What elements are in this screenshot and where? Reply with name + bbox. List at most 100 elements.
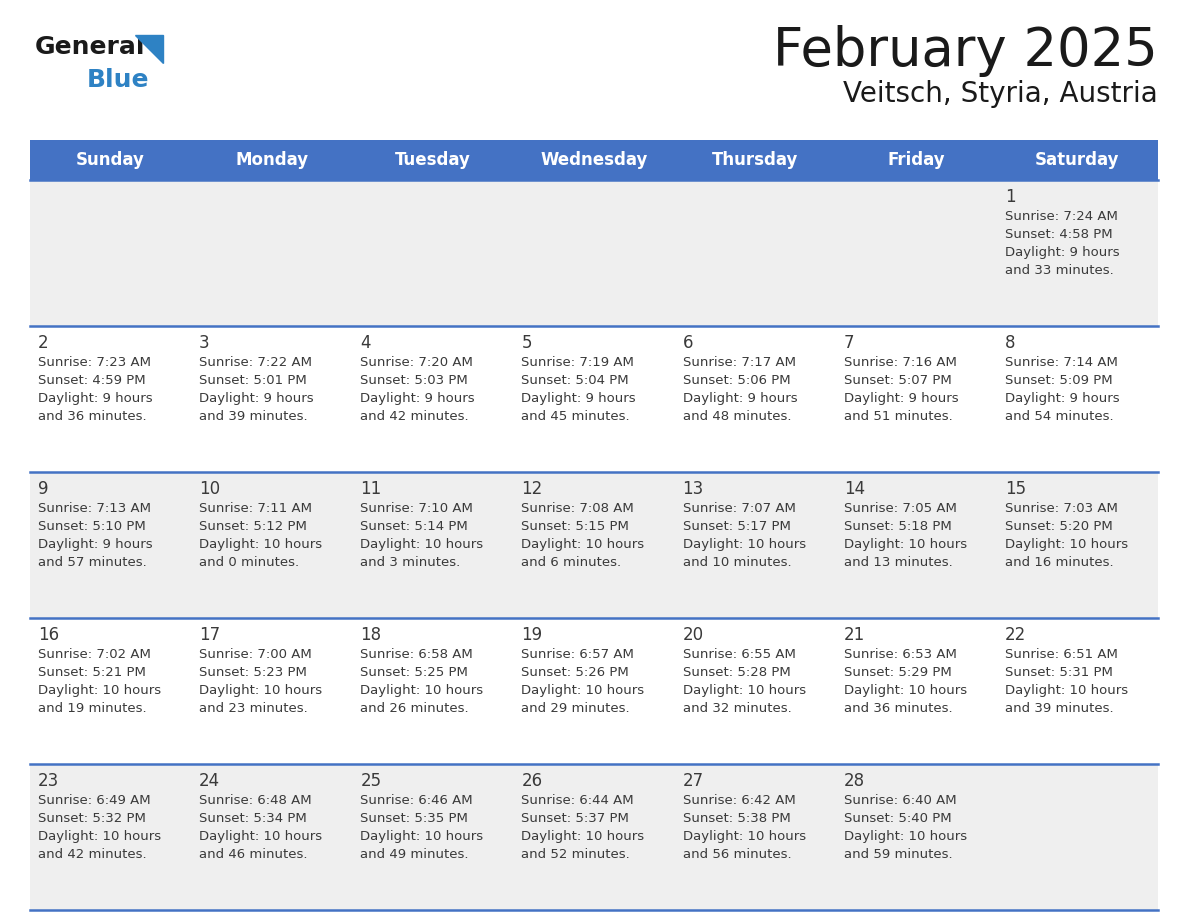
- Text: Daylight: 10 hours: Daylight: 10 hours: [843, 830, 967, 843]
- Text: Daylight: 9 hours: Daylight: 9 hours: [843, 392, 959, 405]
- Text: 10: 10: [200, 480, 220, 498]
- Text: and 54 minutes.: and 54 minutes.: [1005, 410, 1113, 423]
- Text: Daylight: 10 hours: Daylight: 10 hours: [1005, 684, 1127, 697]
- Text: Sunday: Sunday: [76, 151, 145, 169]
- Text: Friday: Friday: [887, 151, 946, 169]
- Text: 7: 7: [843, 334, 854, 352]
- Text: 22: 22: [1005, 626, 1026, 644]
- Bar: [30, 472, 1158, 618]
- Text: Daylight: 10 hours: Daylight: 10 hours: [360, 830, 484, 843]
- Text: Sunset: 5:37 PM: Sunset: 5:37 PM: [522, 812, 630, 825]
- Text: 20: 20: [683, 626, 703, 644]
- Text: and 49 minutes.: and 49 minutes.: [360, 848, 469, 861]
- Text: 1: 1: [1005, 188, 1016, 206]
- Text: and 29 minutes.: and 29 minutes.: [522, 702, 630, 715]
- Text: Veitsch, Styria, Austria: Veitsch, Styria, Austria: [843, 80, 1158, 108]
- Text: Sunset: 5:31 PM: Sunset: 5:31 PM: [1005, 666, 1113, 679]
- Bar: [30, 180, 1158, 326]
- Text: Sunrise: 7:03 AM: Sunrise: 7:03 AM: [1005, 502, 1118, 515]
- Text: Daylight: 10 hours: Daylight: 10 hours: [843, 538, 967, 551]
- Text: Sunrise: 7:22 AM: Sunrise: 7:22 AM: [200, 356, 312, 369]
- Text: and 36 minutes.: and 36 minutes.: [38, 410, 146, 423]
- Text: Sunrise: 7:02 AM: Sunrise: 7:02 AM: [38, 648, 151, 661]
- Text: 18: 18: [360, 626, 381, 644]
- Text: and 6 minutes.: and 6 minutes.: [522, 556, 621, 569]
- Text: Sunset: 5:07 PM: Sunset: 5:07 PM: [843, 374, 952, 387]
- Text: and 10 minutes.: and 10 minutes.: [683, 556, 791, 569]
- Text: Sunrise: 6:51 AM: Sunrise: 6:51 AM: [1005, 648, 1118, 661]
- Text: Daylight: 10 hours: Daylight: 10 hours: [683, 830, 805, 843]
- Text: Daylight: 10 hours: Daylight: 10 hours: [843, 684, 967, 697]
- Text: 13: 13: [683, 480, 703, 498]
- Text: 6: 6: [683, 334, 693, 352]
- Text: Sunrise: 6:53 AM: Sunrise: 6:53 AM: [843, 648, 956, 661]
- Text: Daylight: 10 hours: Daylight: 10 hours: [200, 830, 322, 843]
- Text: and 39 minutes.: and 39 minutes.: [200, 410, 308, 423]
- Text: Sunset: 4:59 PM: Sunset: 4:59 PM: [38, 374, 146, 387]
- Text: Sunrise: 6:55 AM: Sunrise: 6:55 AM: [683, 648, 796, 661]
- Text: Sunrise: 7:11 AM: Sunrise: 7:11 AM: [200, 502, 312, 515]
- Text: Daylight: 10 hours: Daylight: 10 hours: [522, 538, 645, 551]
- Text: Sunrise: 7:14 AM: Sunrise: 7:14 AM: [1005, 356, 1118, 369]
- Text: Sunset: 5:18 PM: Sunset: 5:18 PM: [843, 520, 952, 533]
- Text: Daylight: 9 hours: Daylight: 9 hours: [1005, 246, 1119, 259]
- Text: Sunset: 5:15 PM: Sunset: 5:15 PM: [522, 520, 630, 533]
- Text: Sunrise: 7:13 AM: Sunrise: 7:13 AM: [38, 502, 151, 515]
- Text: Sunrise: 6:49 AM: Sunrise: 6:49 AM: [38, 794, 151, 807]
- Text: Daylight: 10 hours: Daylight: 10 hours: [360, 538, 484, 551]
- Text: Sunset: 5:04 PM: Sunset: 5:04 PM: [522, 374, 630, 387]
- Text: Sunrise: 7:07 AM: Sunrise: 7:07 AM: [683, 502, 796, 515]
- Text: Daylight: 10 hours: Daylight: 10 hours: [200, 538, 322, 551]
- Text: Daylight: 10 hours: Daylight: 10 hours: [200, 684, 322, 697]
- Text: Daylight: 10 hours: Daylight: 10 hours: [38, 830, 162, 843]
- Text: Sunrise: 7:24 AM: Sunrise: 7:24 AM: [1005, 210, 1118, 223]
- Text: Sunset: 5:10 PM: Sunset: 5:10 PM: [38, 520, 146, 533]
- Text: and 3 minutes.: and 3 minutes.: [360, 556, 461, 569]
- Text: and 19 minutes.: and 19 minutes.: [38, 702, 146, 715]
- Text: 24: 24: [200, 772, 220, 790]
- Text: and 32 minutes.: and 32 minutes.: [683, 702, 791, 715]
- Text: Sunset: 5:12 PM: Sunset: 5:12 PM: [200, 520, 307, 533]
- Text: 15: 15: [1005, 480, 1026, 498]
- Text: 14: 14: [843, 480, 865, 498]
- Text: Sunrise: 7:08 AM: Sunrise: 7:08 AM: [522, 502, 634, 515]
- Polygon shape: [135, 35, 163, 63]
- Text: 5: 5: [522, 334, 532, 352]
- Text: Sunset: 5:35 PM: Sunset: 5:35 PM: [360, 812, 468, 825]
- Text: Sunset: 5:20 PM: Sunset: 5:20 PM: [1005, 520, 1113, 533]
- Text: Daylight: 10 hours: Daylight: 10 hours: [683, 684, 805, 697]
- Text: Daylight: 9 hours: Daylight: 9 hours: [200, 392, 314, 405]
- Text: 2: 2: [38, 334, 49, 352]
- Text: and 36 minutes.: and 36 minutes.: [843, 702, 953, 715]
- Text: Sunrise: 6:46 AM: Sunrise: 6:46 AM: [360, 794, 473, 807]
- Text: Daylight: 10 hours: Daylight: 10 hours: [1005, 538, 1127, 551]
- Text: Sunrise: 6:57 AM: Sunrise: 6:57 AM: [522, 648, 634, 661]
- Text: 21: 21: [843, 626, 865, 644]
- Text: and 42 minutes.: and 42 minutes.: [360, 410, 469, 423]
- Text: Sunset: 5:17 PM: Sunset: 5:17 PM: [683, 520, 790, 533]
- Text: and 48 minutes.: and 48 minutes.: [683, 410, 791, 423]
- Text: and 0 minutes.: and 0 minutes.: [200, 556, 299, 569]
- Text: Daylight: 9 hours: Daylight: 9 hours: [1005, 392, 1119, 405]
- Text: Daylight: 9 hours: Daylight: 9 hours: [522, 392, 636, 405]
- Text: Daylight: 10 hours: Daylight: 10 hours: [683, 538, 805, 551]
- Text: Sunset: 4:58 PM: Sunset: 4:58 PM: [1005, 228, 1112, 241]
- Text: and 45 minutes.: and 45 minutes.: [522, 410, 630, 423]
- Text: and 56 minutes.: and 56 minutes.: [683, 848, 791, 861]
- Text: Sunrise: 6:40 AM: Sunrise: 6:40 AM: [843, 794, 956, 807]
- Text: Daylight: 9 hours: Daylight: 9 hours: [38, 392, 152, 405]
- Text: Monday: Monday: [235, 151, 308, 169]
- Text: Wednesday: Wednesday: [541, 151, 647, 169]
- Text: Sunset: 5:23 PM: Sunset: 5:23 PM: [200, 666, 307, 679]
- Text: 25: 25: [360, 772, 381, 790]
- Text: Daylight: 10 hours: Daylight: 10 hours: [522, 684, 645, 697]
- Text: Sunrise: 7:19 AM: Sunrise: 7:19 AM: [522, 356, 634, 369]
- Text: Sunset: 5:03 PM: Sunset: 5:03 PM: [360, 374, 468, 387]
- Text: 16: 16: [38, 626, 59, 644]
- Text: and 33 minutes.: and 33 minutes.: [1005, 264, 1113, 277]
- Text: Daylight: 10 hours: Daylight: 10 hours: [522, 830, 645, 843]
- Text: Sunrise: 7:00 AM: Sunrise: 7:00 AM: [200, 648, 312, 661]
- Text: 17: 17: [200, 626, 220, 644]
- Text: and 42 minutes.: and 42 minutes.: [38, 848, 146, 861]
- Text: Sunset: 5:09 PM: Sunset: 5:09 PM: [1005, 374, 1112, 387]
